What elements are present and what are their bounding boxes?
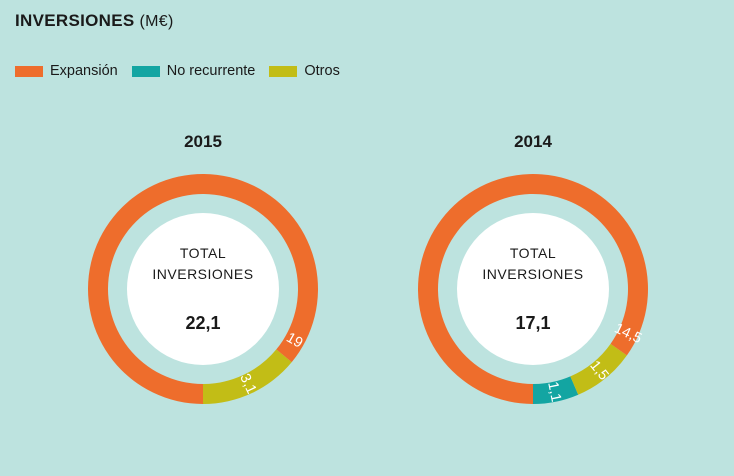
donut-center-2014 bbox=[457, 213, 609, 365]
legend-swatch-otros bbox=[269, 65, 298, 77]
title-text: INVERSIONES bbox=[15, 11, 135, 30]
slice-no-recurrente-2014 bbox=[533, 376, 579, 404]
legend-label-no-recurrente: No recurrente bbox=[166, 63, 256, 79]
slice-label-expansion-2015: 19 bbox=[283, 330, 305, 352]
center-total-2015: 22,1 bbox=[185, 313, 220, 333]
chart-title: INVERSIONES (M€) bbox=[15, 11, 174, 31]
legend-swatch-expansion bbox=[15, 65, 43, 77]
legend-label-expansion: Expansión bbox=[50, 63, 118, 79]
legend: Expansión No recurrente Otros bbox=[15, 63, 354, 79]
title-unit: (M€) bbox=[139, 13, 174, 30]
slice-label-no-recurrente-2014: 1,1 bbox=[544, 380, 564, 403]
donut-center-2015 bbox=[127, 213, 279, 365]
center-label-line1-2014: TOTAL bbox=[510, 245, 556, 261]
chart-title-2014: 2014 bbox=[514, 132, 552, 151]
slice-label-otros-2015: 3,1 bbox=[236, 371, 259, 396]
legend-swatch-no-recurrente bbox=[131, 65, 160, 77]
center-label-line2-2015: INVERSIONES bbox=[152, 266, 253, 282]
center-total-2014: 17,1 bbox=[515, 313, 550, 333]
chart-title-2015: 2015 bbox=[184, 132, 222, 151]
legend-item-expansion: Expansión bbox=[15, 63, 118, 79]
center-label-line1-2015: TOTAL bbox=[180, 245, 226, 261]
slice-otros-2015 bbox=[203, 349, 292, 404]
center-label-line2-2014: INVERSIONES bbox=[482, 266, 583, 282]
legend-item-otros: Otros bbox=[269, 63, 340, 79]
legend-item-no-recurrente: No recurrente bbox=[131, 63, 256, 79]
slice-otros-2014 bbox=[570, 343, 627, 395]
legend-label-otros: Otros bbox=[304, 63, 340, 79]
